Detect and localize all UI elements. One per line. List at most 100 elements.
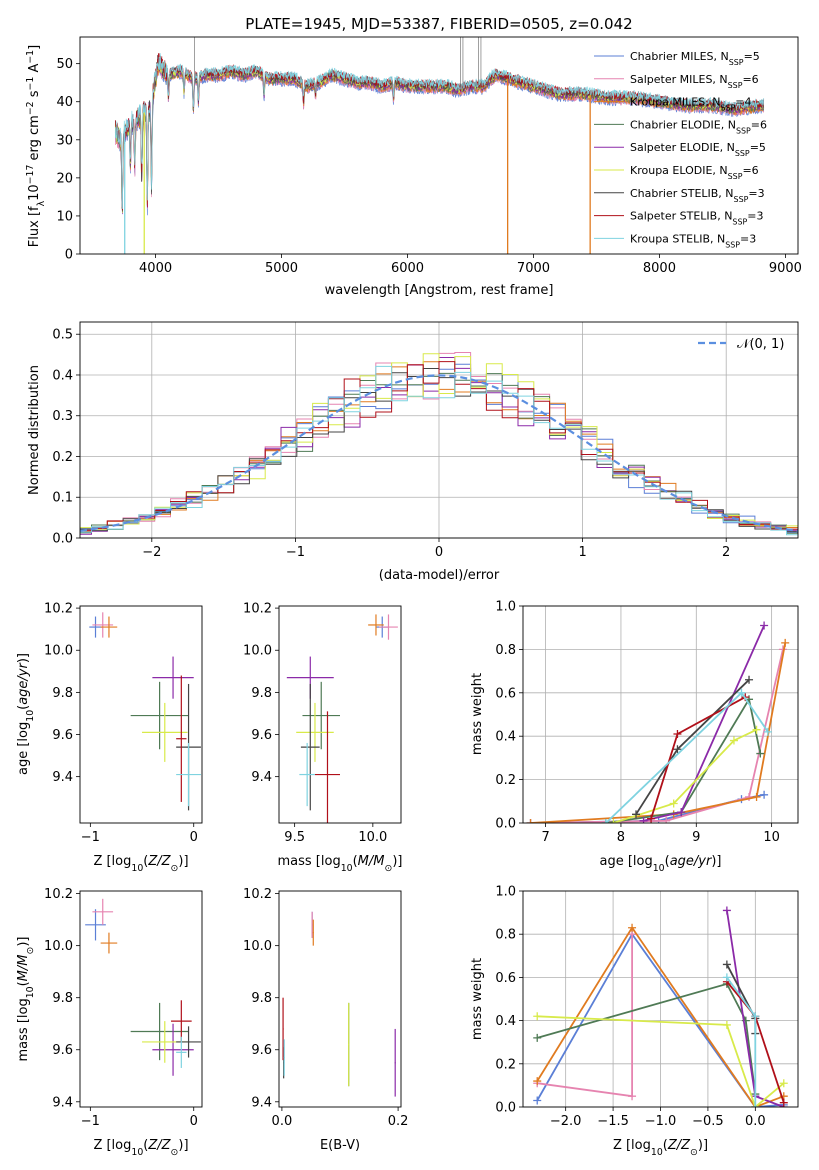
x-tick-label: −0.5 [692,1114,724,1129]
y-tick-label: 0.2 [495,773,516,788]
y-tick-label: 0 [65,248,73,263]
y-tick-label: 9.4 [251,1095,272,1110]
x-tick-label: 8 [617,830,625,845]
y-tick-label: 0.8 [495,928,516,943]
error-point-chabrier-elodie [130,681,189,750]
legend-label: Chabrier STELIB, NSSP=3 [630,187,765,204]
weight-line [536,982,757,1095]
weight-marker [533,1077,542,1086]
x-axis-label: Z [log10(Z/Z⊙)] [613,1138,708,1158]
y-tick-label: 0.6 [495,971,516,986]
weight-marker [722,906,731,915]
weight-marker [781,638,790,647]
weight-marker [745,792,754,801]
weight-marker [722,973,731,982]
y-tick-label: 0.1 [52,491,73,506]
y-tick-label: 1.0 [495,600,516,615]
age_vs_mass-axes: 9.5 10.0 9.4 9.6 9.8 10.0 10.2 mass [log10(M/M⊙… [243,602,402,874]
weight-line [530,649,784,823]
legend-label: Salpeter MILES, NSSP=6 [630,73,759,90]
y-tick-label: 9.8 [251,991,272,1006]
error-point-kroupa-stelib [299,742,315,807]
error-point-salpeter-miles [92,612,114,638]
y-tick-label: 40 [56,95,73,110]
error-point-kroupa-miles [100,932,118,954]
x-tick-label: 9000 [769,261,802,276]
weight-marker [779,1079,788,1088]
error-point-kroupa-miles [100,616,118,638]
x-tick-label: −1 [286,545,305,560]
x-tick-label: 7 [541,830,549,845]
x-axis-label: age [log10(age/yr)] [599,854,721,874]
error-point-kroupa-miles [312,919,314,946]
weight-marker [647,814,656,823]
mass_vs_ebv-axes: 0.0 0.2 9.4 9.6 9.8 10.0 10.2 E(B-V) [243,887,408,1153]
weight-series-kroupa-stelib [722,973,760,1107]
x-axis-label: wavelength [Angstrom, rest frame] [325,283,554,298]
spectrum-axes: 4000 5000 6000 7000 8000 9000 0 10 20 30 40 50 PLATE… [25,15,802,298]
weight-marker [601,819,610,823]
weight_vs_z-axes: −2.0 −1.5 −1.0 −0.5 0.0 0.0 0.2 0.4 0.6 0.8 1.0 Z [… [470,885,799,1158]
weight-line [605,696,762,823]
y-tick-label: 10.2 [44,602,73,617]
axes-frame [522,890,799,1108]
error-point-salpeter-elodie [394,1028,396,1097]
error-point-kroupa-stelib [176,742,201,807]
weight-marker [722,1020,731,1029]
y-axis-label: mass weight [470,673,485,755]
weight_vs_age-axes: 7 8 9 10 0.0 0.2 0.4 0.6 0.8 1.0 age [log10(age/yr… [470,600,799,874]
y-axis-label: age [log10(age/yr)] [16,653,36,775]
y-tick-label: 0.8 [495,643,516,658]
weight-marker [745,675,754,684]
y-tick-label: 9.4 [52,770,73,785]
weight-marker [677,808,686,817]
y-tick-label: 10.0 [243,644,272,659]
weight-marker [669,799,678,808]
x-tick-label: 7000 [517,261,550,276]
y-tick-label: 10.0 [44,939,73,954]
weight-line [537,1015,785,1107]
legend-label: Kroupa ELODIE, NSSP=6 [630,164,759,181]
y-tick-label: 9.6 [251,1043,272,1058]
weight-line [536,932,784,1107]
weight-marker [751,1012,760,1021]
error-point-salpeter-miles [92,898,114,925]
x-tick-label: 1 [578,545,586,560]
error-bars [282,911,396,1097]
x-tick-label: 2 [722,545,730,560]
histogram-steps [80,352,798,536]
legend-label: Kroupa MILES, NSSP=4 [630,96,751,113]
weight-lines [526,621,790,823]
legend-label: 𝒩(0, 1) [737,337,784,352]
y-tick-label: 0.4 [495,730,516,745]
y-tick-label: 9.4 [52,1095,73,1110]
weight-series-salpeter-stelib [647,693,750,823]
y-tick-label: 9.8 [251,686,272,701]
weight-marker [752,725,761,734]
weight-series-chabrier-stelib [632,675,754,819]
error-point-kroupa-miles [368,614,384,636]
y-tick-label: 0.6 [495,686,516,701]
weight-marker [533,1012,542,1021]
weight-marker [526,819,535,823]
weight-marker [756,749,765,758]
weight-marker [639,816,648,823]
weight-marker [760,621,769,630]
y-tick-label: 9.6 [52,1043,73,1058]
error-point-kroupa-elodie [296,702,334,762]
error-point-chabrier-elodie [130,1002,189,1061]
weight-line [530,642,787,823]
legend-label: Salpeter STELIB, NSSP=3 [630,210,763,227]
mass_vs_z-axes: −1 0 9.4 9.6 9.8 10.0 10.2 Z [log10(Z/Z⊙)] mass … [16,887,203,1158]
x-tick-label: 9 [692,830,700,845]
weight-series-kroupa-miles [526,638,790,823]
y-axis-label: Flux [fλ10−17 erg cm−2 s−1 A−1] [25,45,47,247]
y-tick-label: 0.5 [52,328,73,343]
legend-label: Kroupa STELIB, NSSP=3 [630,232,756,249]
y-tick-label: 10.2 [44,887,73,902]
x-tick-label: 0.2 [388,1114,409,1129]
y-tick-label: 9.8 [52,991,73,1006]
legend-label: Chabrier MILES, NSSP=5 [630,50,760,67]
x-axis-label: E(B-V) [320,1138,360,1153]
weight-marker [628,923,637,932]
